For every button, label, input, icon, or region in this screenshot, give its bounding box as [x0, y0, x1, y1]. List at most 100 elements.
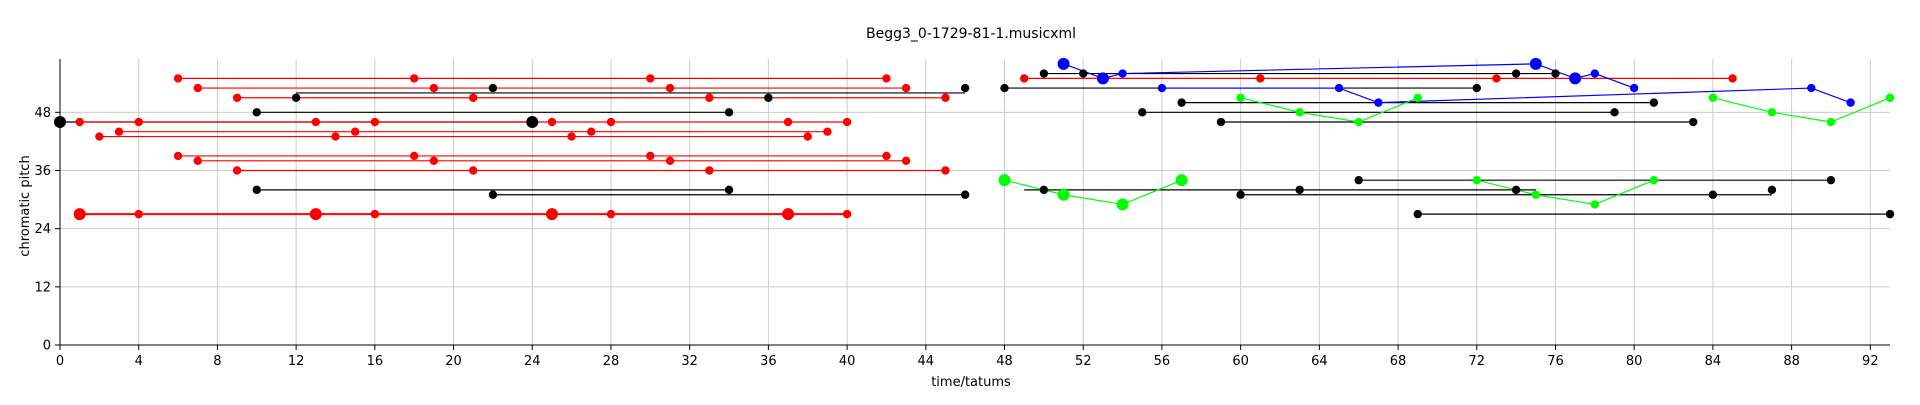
x-tick-label: 60 — [1232, 354, 1249, 369]
note-point — [1767, 108, 1777, 117]
note-point — [665, 156, 675, 165]
note-point — [1846, 98, 1855, 107]
note-point — [842, 209, 852, 219]
note-point — [252, 185, 261, 195]
y-tick-label: 36 — [34, 164, 51, 179]
note-point — [1472, 175, 1481, 185]
y-tick-label: 0 — [43, 339, 51, 354]
note-point — [1529, 57, 1542, 70]
note-point — [331, 132, 340, 141]
note-point — [842, 117, 852, 127]
note-point — [134, 117, 143, 127]
voice-line — [1240, 97, 1418, 123]
note-point — [1551, 69, 1560, 78]
note-point — [1236, 93, 1245, 102]
grid-layer — [59, 59, 1890, 346]
note-point — [1413, 209, 1422, 219]
x-tick-label: 52 — [1075, 354, 1092, 369]
note-point — [803, 132, 812, 141]
note-point — [1039, 69, 1049, 78]
note-point — [429, 156, 439, 165]
note-point — [901, 156, 911, 165]
note-point — [409, 151, 419, 161]
note-point — [232, 93, 242, 102]
note-point — [1629, 83, 1639, 93]
note-point — [370, 117, 380, 127]
note-point — [1767, 185, 1777, 195]
note-point — [1649, 175, 1659, 185]
note-point — [1177, 98, 1186, 107]
note-point — [173, 74, 183, 83]
note-point — [193, 83, 202, 93]
x-tick-label: 36 — [760, 354, 777, 369]
note-point — [1138, 108, 1147, 117]
note-point — [526, 116, 539, 129]
x-tick-label: 32 — [681, 354, 698, 369]
note-point — [941, 166, 950, 175]
x-tick-label: 28 — [603, 354, 620, 369]
note-point — [409, 74, 419, 83]
x-tick-label: 56 — [1154, 354, 1171, 369]
x-tick-label: 68 — [1390, 354, 1407, 369]
note-point — [705, 93, 714, 102]
note-point — [960, 83, 970, 93]
note-point — [567, 132, 576, 141]
note-point — [1256, 74, 1265, 83]
note-point — [1057, 188, 1070, 201]
note-point — [1334, 83, 1344, 93]
note-point — [547, 117, 557, 127]
note-point — [1649, 98, 1659, 107]
note-point — [1885, 209, 1895, 219]
x-tick-label: 16 — [367, 354, 384, 369]
note-point — [782, 208, 795, 221]
note-point — [488, 83, 498, 93]
note-point — [1511, 185, 1521, 195]
x-tick-label: 20 — [445, 354, 462, 369]
note-point — [1708, 93, 1718, 102]
x-tick-label: 40 — [839, 354, 856, 369]
note-point — [1175, 174, 1188, 187]
note-point — [1511, 69, 1521, 78]
note-point — [232, 166, 242, 175]
note-point — [173, 151, 183, 161]
note-point — [54, 116, 66, 129]
note-point — [309, 208, 322, 221]
x-tick-label: 12 — [288, 354, 305, 369]
note-point — [960, 190, 970, 199]
note-point — [1472, 83, 1481, 93]
note-point — [73, 208, 86, 221]
note-point — [1569, 72, 1582, 85]
note-point — [901, 83, 911, 93]
note-point — [1116, 198, 1129, 211]
note-point — [998, 174, 1011, 187]
note-point — [193, 156, 202, 165]
note-point — [1590, 200, 1600, 209]
note-point — [1354, 175, 1363, 185]
note-point — [606, 209, 616, 219]
note-point — [665, 83, 675, 93]
note-point — [291, 93, 301, 102]
note-point — [1885, 93, 1895, 102]
note-point — [1216, 117, 1226, 127]
y-tick-label: 48 — [34, 106, 51, 121]
note-point — [882, 151, 891, 161]
note-point — [646, 151, 655, 161]
note-point — [1689, 117, 1698, 127]
note-point — [469, 93, 478, 102]
voice-line — [1161, 87, 1851, 104]
note-point — [134, 209, 143, 219]
note-point — [1826, 175, 1836, 185]
note-point — [1807, 83, 1816, 93]
x-tick-label: 84 — [1705, 354, 1722, 369]
voice-line — [1063, 63, 1635, 89]
x-tick-label: 88 — [1783, 354, 1800, 369]
x-tick-label: 0 — [56, 354, 64, 369]
note-point — [1000, 83, 1009, 93]
note-point — [311, 117, 321, 127]
voice-line — [1004, 179, 1182, 206]
axis-layer: 0 4 8 12 16 20 24 28 32 36 40 44 48 52 56 60 64 68 72 76 80 8… — [34, 59, 1890, 369]
note-point — [1354, 117, 1363, 127]
note-point — [783, 117, 793, 127]
x-axis-label: time/tatums — [931, 375, 1011, 390]
